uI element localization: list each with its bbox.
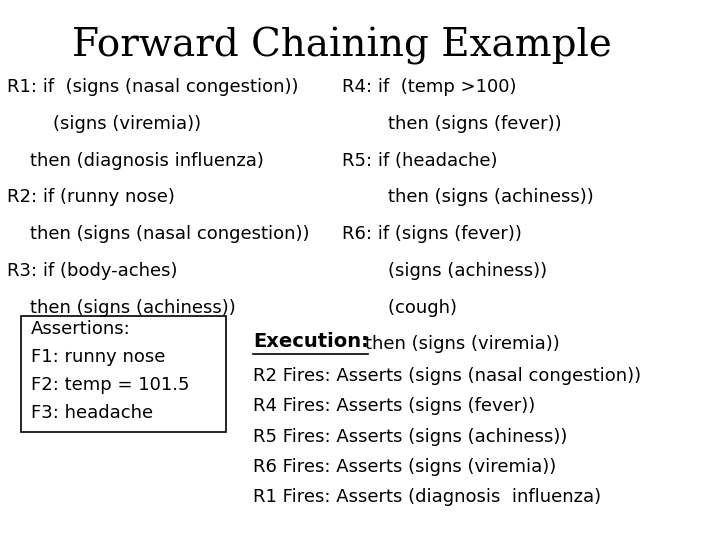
Text: Execution:: Execution: <box>253 332 369 351</box>
Text: R6 Fires: Asserts (signs (viremia)): R6 Fires: Asserts (signs (viremia)) <box>253 458 556 476</box>
Text: F1: runny nose: F1: runny nose <box>31 348 165 366</box>
Text: R6: if (signs (fever)): R6: if (signs (fever)) <box>342 225 521 243</box>
Text: (signs (viremia)): (signs (viremia)) <box>6 115 201 133</box>
Text: then (signs (achiness)): then (signs (achiness)) <box>6 299 235 316</box>
Text: then (signs (achiness)): then (signs (achiness)) <box>342 188 593 206</box>
Text: R3: if (body-aches): R3: if (body-aches) <box>6 262 177 280</box>
Text: Assertions:: Assertions: <box>31 320 130 338</box>
Text: (cough): (cough) <box>342 299 456 316</box>
Text: R1 Fires: Asserts (diagnosis  influenza): R1 Fires: Asserts (diagnosis influenza) <box>253 488 601 506</box>
Text: R5 Fires: Asserts (signs (achiness)): R5 Fires: Asserts (signs (achiness)) <box>253 428 567 445</box>
Text: R4: if  (temp >100): R4: if (temp >100) <box>342 78 516 96</box>
Text: R5: if (headache): R5: if (headache) <box>342 152 498 170</box>
Text: then (signs (fever)): then (signs (fever)) <box>342 115 562 133</box>
Text: Forward Chaining Example: Forward Chaining Example <box>72 27 612 65</box>
Text: R2: if (runny nose): R2: if (runny nose) <box>6 188 175 206</box>
Text: then (diagnosis influenza): then (diagnosis influenza) <box>6 152 264 170</box>
Text: F2: temp = 101.5: F2: temp = 101.5 <box>31 376 189 394</box>
Text: then (signs (viremia)): then (signs (viremia)) <box>342 335 559 353</box>
Text: (signs (achiness)): (signs (achiness)) <box>342 262 546 280</box>
Text: F3: headache: F3: headache <box>31 404 153 422</box>
Text: R1: if  (signs (nasal congestion)): R1: if (signs (nasal congestion)) <box>6 78 298 96</box>
Text: R4 Fires: Asserts (signs (fever)): R4 Fires: Asserts (signs (fever)) <box>253 397 535 415</box>
FancyBboxPatch shape <box>20 316 225 432</box>
Text: R2 Fires: Asserts (signs (nasal congestion)): R2 Fires: Asserts (signs (nasal congesti… <box>253 367 641 385</box>
Text: then (signs (nasal congestion)): then (signs (nasal congestion)) <box>6 225 310 243</box>
